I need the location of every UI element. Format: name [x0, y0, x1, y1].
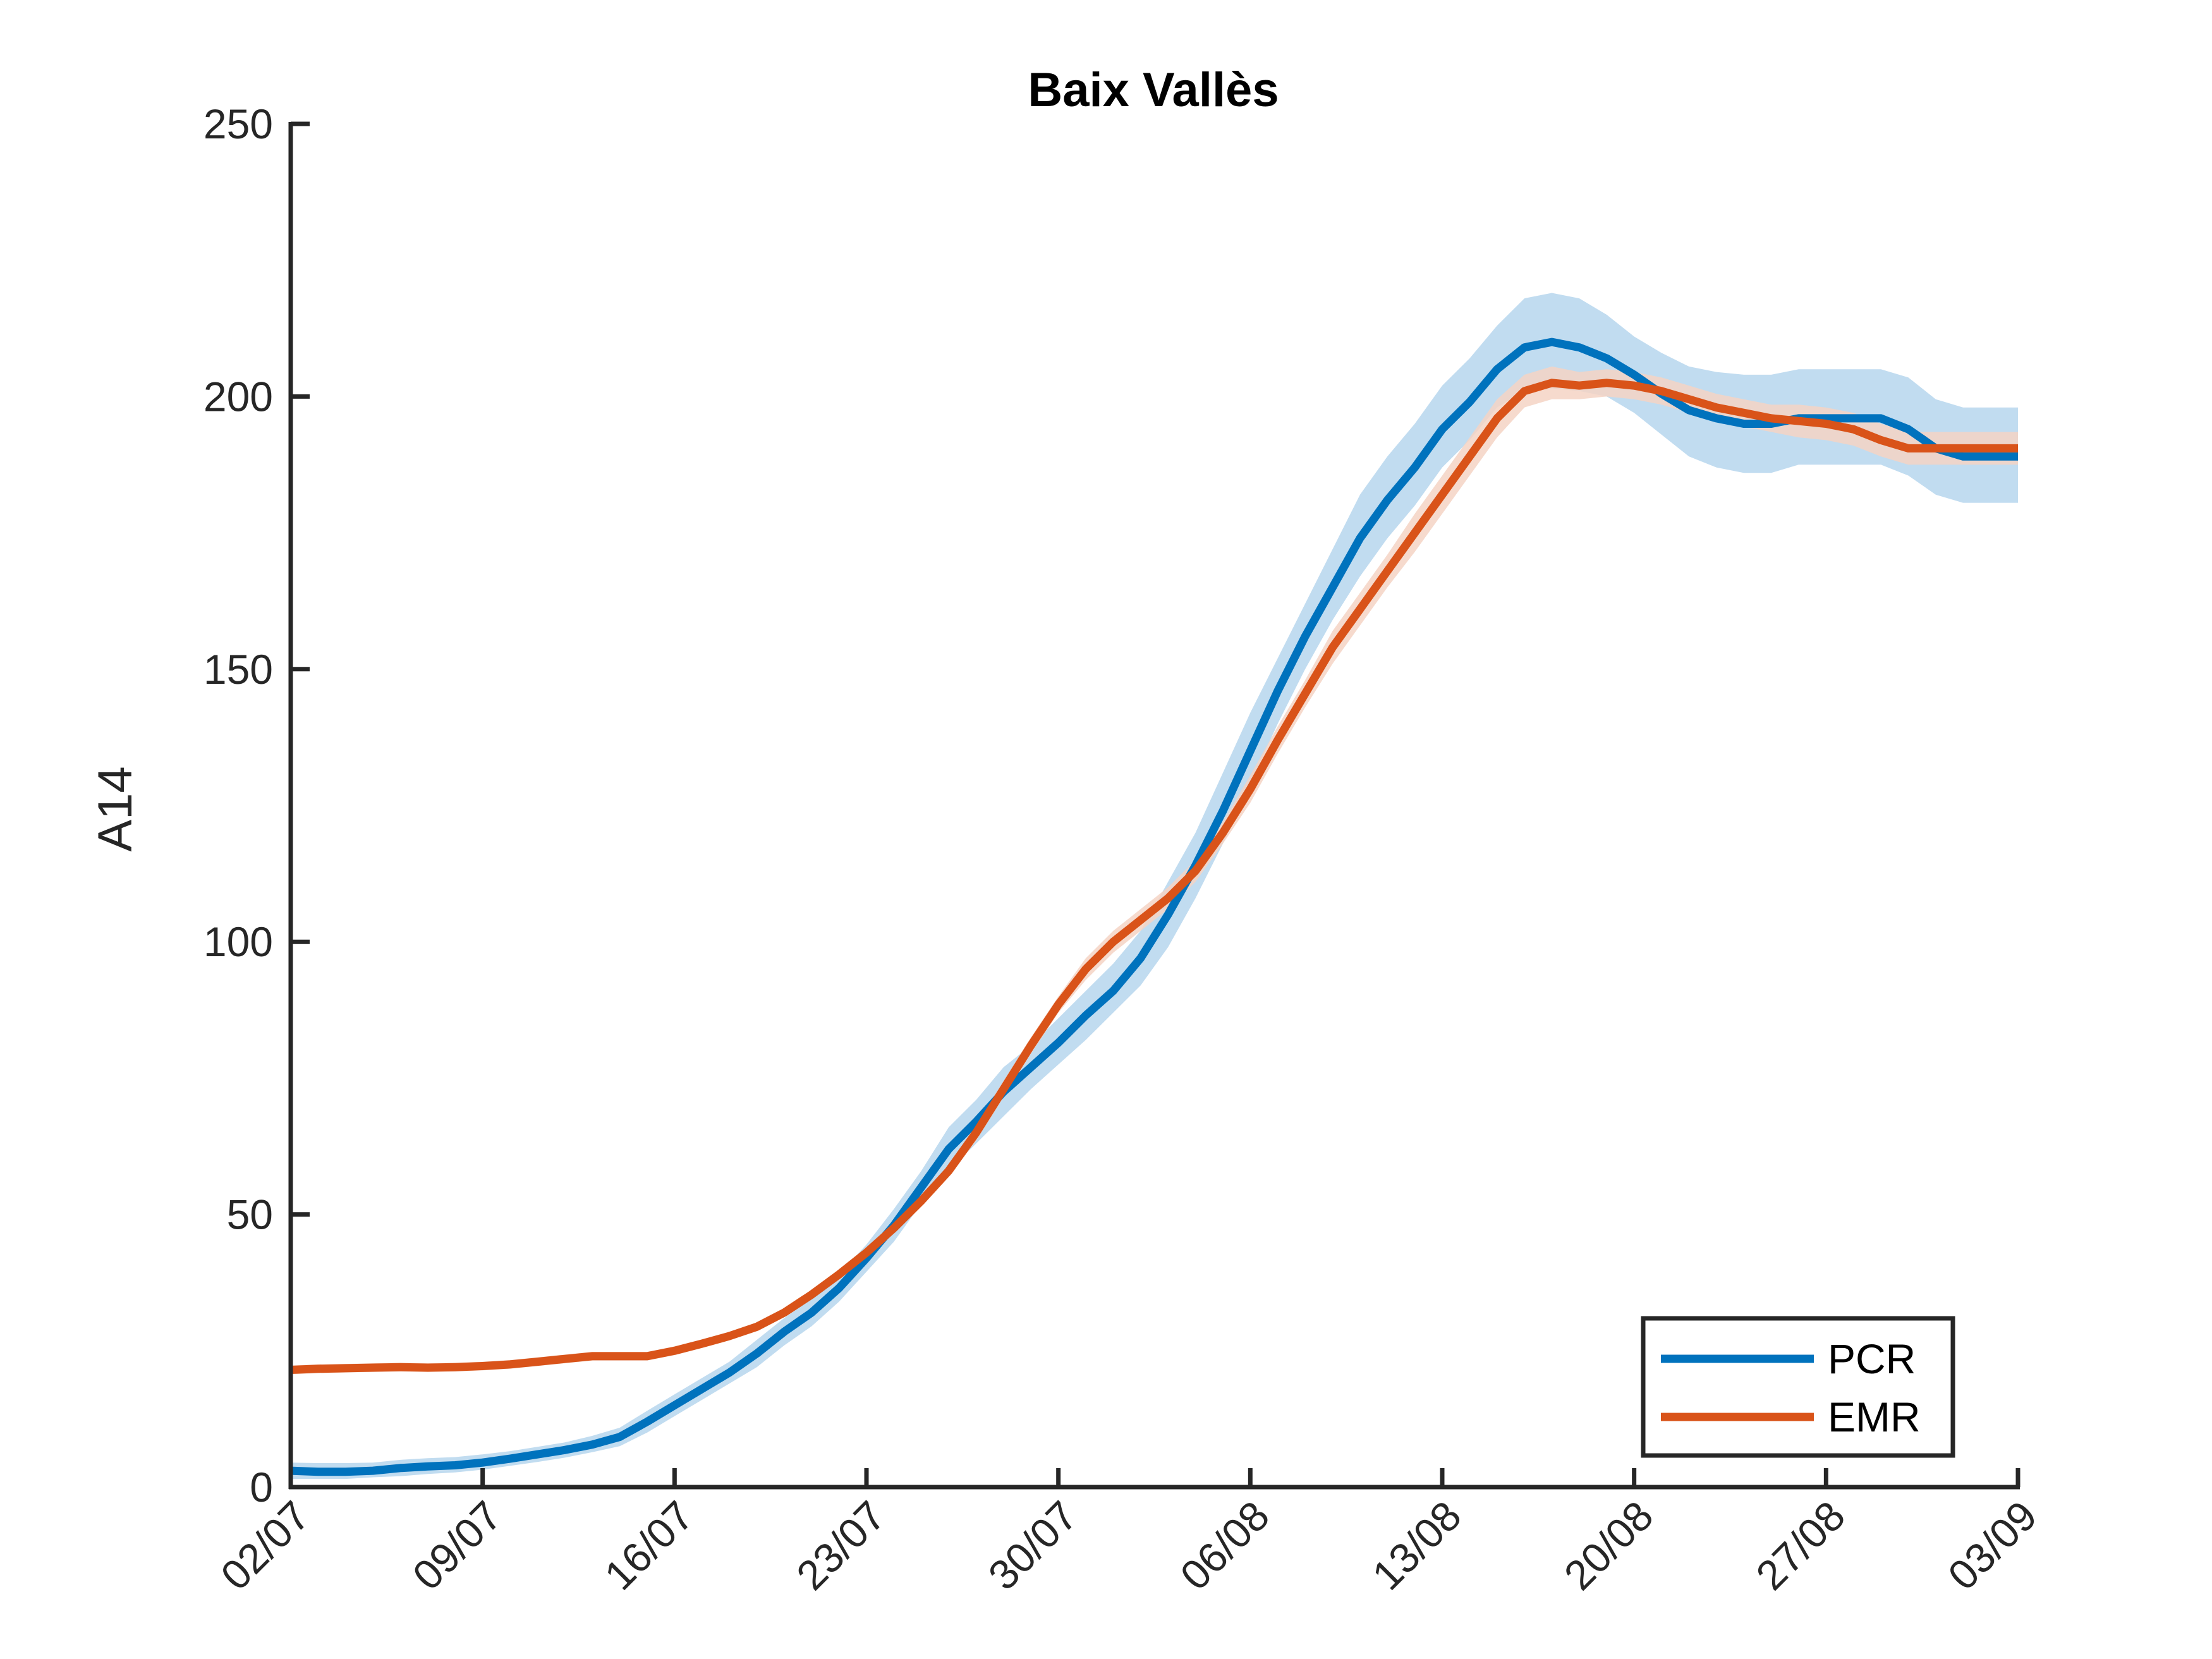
- legend-label-emr: EMR: [1828, 1394, 1921, 1440]
- y-tick-label: 200: [204, 373, 273, 420]
- legend-label-pcr: PCR: [1828, 1335, 1916, 1382]
- y-tick-label: 100: [204, 918, 273, 965]
- line-emr: [290, 379, 2018, 1374]
- series-lines: [290, 337, 2018, 1476]
- y-tick-label: 50: [227, 1191, 273, 1238]
- y-tick-label: 250: [204, 100, 273, 147]
- y-tick-label: 0: [250, 1464, 273, 1510]
- y-axis-label: A14: [88, 766, 142, 851]
- axes: [288, 122, 2020, 1490]
- legend-box: [1641, 1316, 1955, 1458]
- chart-title: Baix Vallès: [1028, 63, 1279, 117]
- y-tick-label: 150: [204, 646, 273, 693]
- line-pcr: [290, 337, 2018, 1476]
- confidence-bands: [291, 293, 2018, 1480]
- legend: PCR EMR: [1641, 1316, 1955, 1458]
